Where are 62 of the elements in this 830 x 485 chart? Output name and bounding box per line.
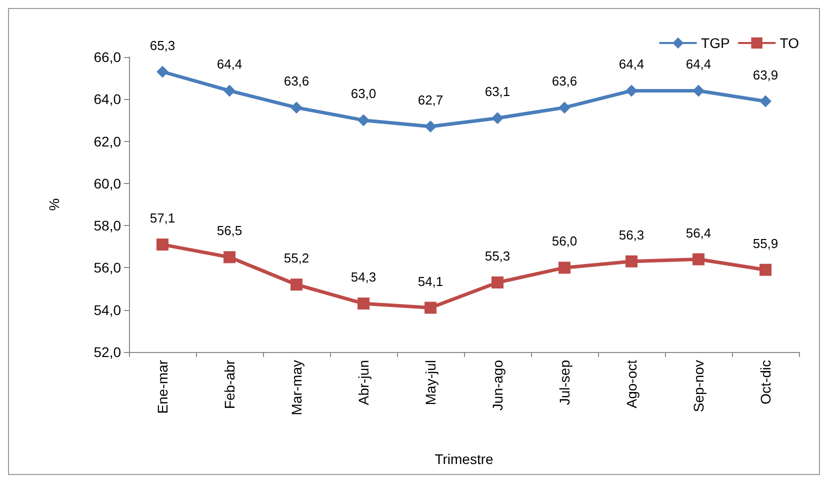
y-tick-label: 60,0: [94, 175, 122, 192]
data-label: 63,6: [552, 74, 578, 89]
y-tick-label: 52,0: [94, 344, 122, 360]
x-axis-title: Trimestre: [434, 451, 494, 467]
data-label: 56,0: [552, 234, 578, 249]
point: [760, 264, 772, 276]
x-tick-label: Oct-dic: [758, 360, 774, 404]
data-label: 56,5: [216, 223, 242, 238]
data-label: 55,9: [752, 236, 778, 251]
point: [424, 302, 436, 314]
data-label: 63,0: [350, 86, 376, 102]
data-label: 63,9: [752, 67, 778, 82]
data-label: 56,4: [686, 225, 712, 240]
point: [692, 253, 704, 266]
point: [492, 112, 504, 124]
data-label: 64,4: [216, 56, 242, 72]
data-label: 55,3: [484, 248, 510, 264]
y-tick-label: 54,0: [94, 302, 122, 318]
data-label: 62,7: [418, 92, 444, 108]
y-tick-label: 66,0: [94, 49, 122, 65]
point: [558, 102, 570, 114]
point: [760, 95, 772, 108]
data-label: 65,3: [150, 38, 176, 53]
data-label: 56,3: [618, 227, 644, 242]
y-tick-label: 62,0: [94, 133, 122, 150]
y-axis-title: %: [46, 198, 62, 211]
x-tick-label: Mar-may: [288, 360, 304, 416]
x-tick-label: Ago-oct: [624, 360, 640, 408]
data-label: 63,1: [484, 84, 510, 100]
data-label: 54,1: [418, 274, 444, 289]
legend-label: TO: [780, 35, 800, 51]
point: [290, 278, 302, 291]
point: [224, 84, 236, 97]
x-tick-label: Abr-jun: [356, 360, 372, 406]
point: [558, 262, 570, 274]
point: [156, 66, 168, 78]
x-tick-label: Feb-abr: [222, 360, 238, 410]
data-label: 64,4: [686, 56, 712, 72]
point: [156, 238, 168, 251]
legend-label: TGP: [701, 35, 730, 51]
data-label: 54,3: [350, 270, 376, 285]
point: [290, 102, 302, 114]
x-tick-label: May-jul: [422, 360, 438, 406]
point: [224, 251, 236, 264]
point: [358, 114, 370, 126]
x-tick-label: Sep-nov: [690, 360, 706, 412]
point: [626, 84, 638, 97]
y-tick-label: 64,0: [94, 91, 122, 108]
x-tick-label: Jul-sep: [556, 360, 572, 406]
data-label: 63,6: [284, 74, 310, 89]
point: [626, 255, 638, 268]
data-label: 57,1: [150, 210, 176, 226]
data-label: 64,4: [618, 56, 644, 72]
x-tick-label: Jun-ago: [490, 360, 506, 411]
data-label: 55,2: [284, 250, 310, 266]
y-tick-label: 56,0: [94, 260, 122, 276]
point: [492, 276, 504, 288]
point: [358, 298, 370, 310]
point: [692, 84, 704, 97]
y-tick-label: 58,0: [94, 218, 122, 234]
x-tick-label: Ene-mar: [154, 360, 170, 414]
point: [424, 120, 436, 133]
